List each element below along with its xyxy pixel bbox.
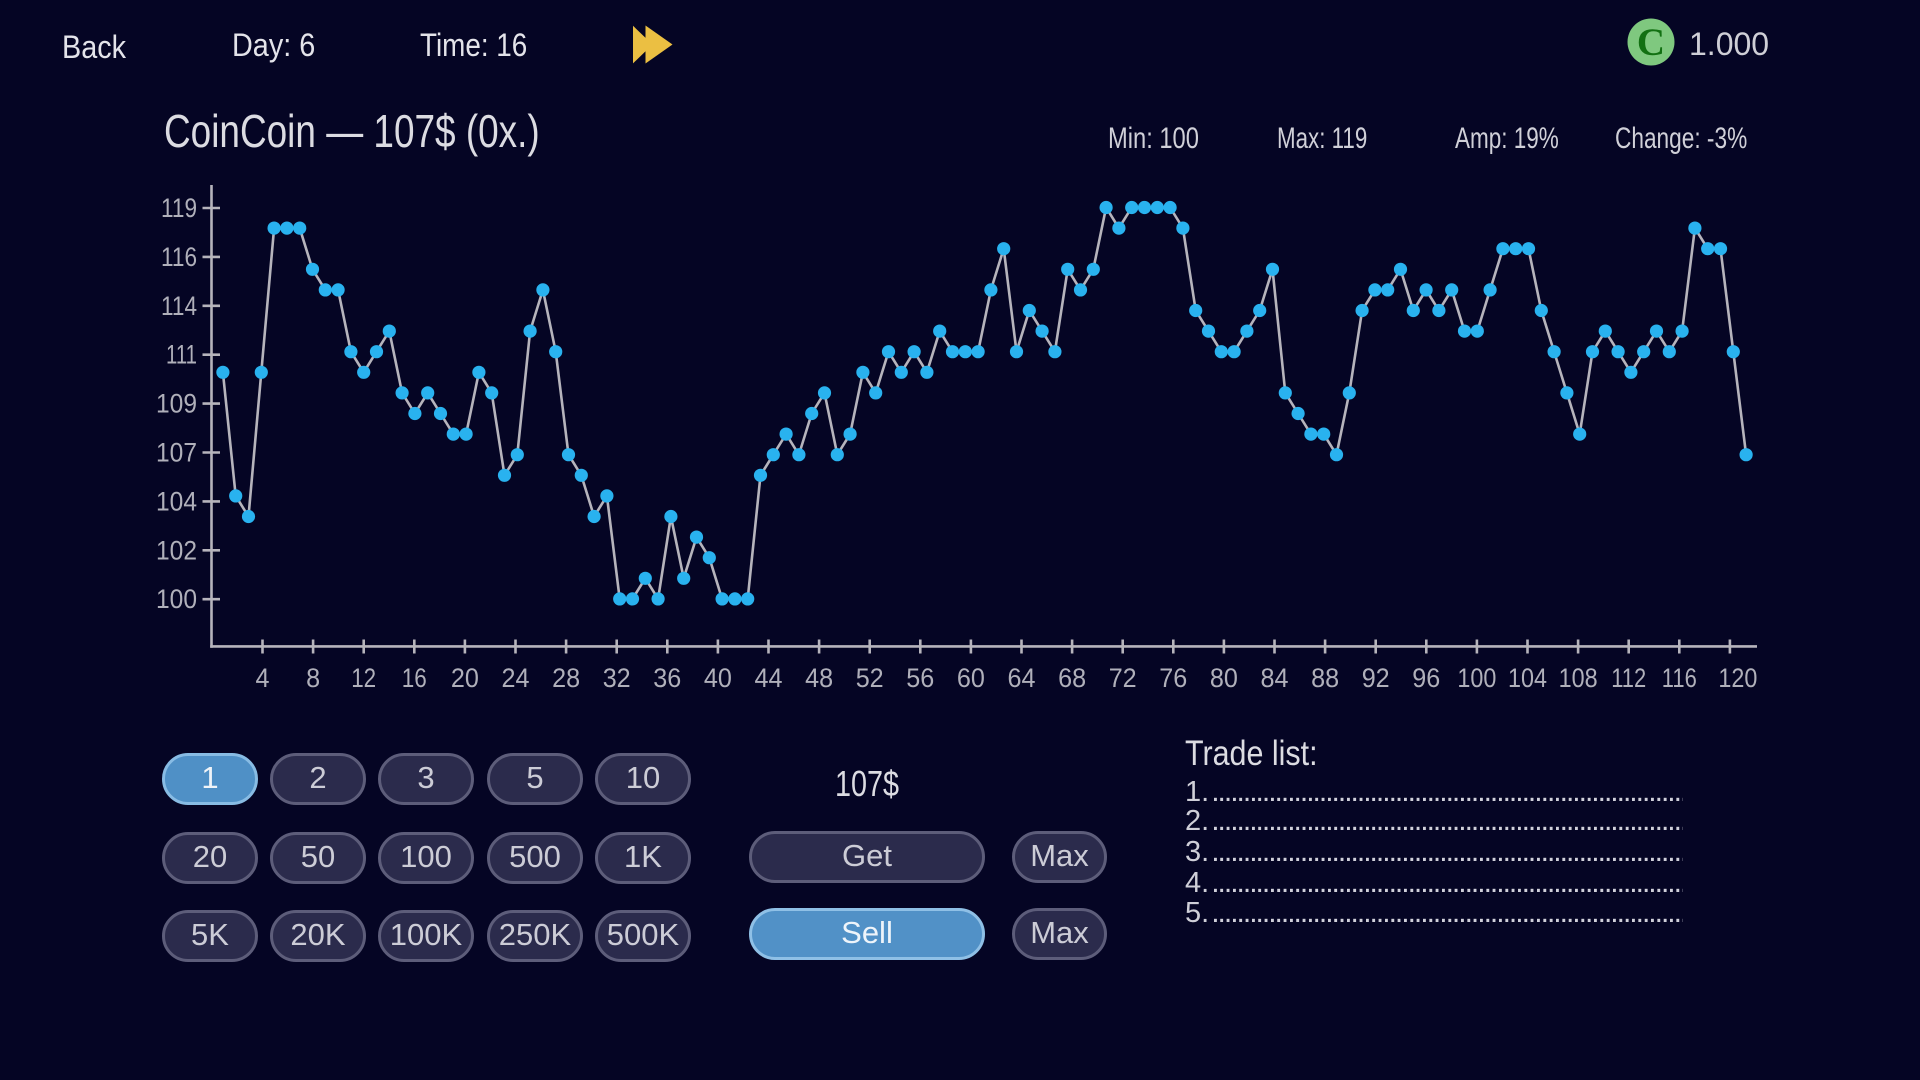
svg-text:80: 80 (1210, 663, 1238, 693)
svg-text:116: 116 (1662, 663, 1697, 693)
svg-text:112: 112 (1611, 663, 1646, 693)
svg-text:64: 64 (1008, 663, 1036, 693)
svg-text:40: 40 (704, 663, 732, 693)
svg-text:C: C (1637, 21, 1665, 64)
svg-text:36: 36 (653, 663, 681, 693)
svg-text:28: 28 (552, 663, 580, 693)
svg-text:92: 92 (1362, 663, 1390, 693)
svg-text:88: 88 (1311, 663, 1339, 693)
svg-text:100: 100 (1457, 663, 1496, 693)
svg-text:111: 111 (166, 340, 197, 370)
svg-text:107: 107 (156, 438, 197, 468)
svg-text:96: 96 (1412, 663, 1440, 693)
svg-text:84: 84 (1261, 663, 1289, 693)
svg-text:119: 119 (161, 193, 197, 223)
svg-text:109: 109 (156, 389, 197, 419)
svg-text:48: 48 (805, 663, 833, 693)
svg-text:68: 68 (1058, 663, 1086, 693)
svg-text:108: 108 (1559, 663, 1598, 693)
svg-text:8: 8 (306, 663, 320, 693)
svg-text:72: 72 (1109, 663, 1137, 693)
svg-text:104: 104 (1508, 663, 1547, 693)
svg-text:104: 104 (156, 486, 197, 516)
svg-text:52: 52 (856, 663, 884, 693)
svg-text:20: 20 (451, 663, 479, 693)
svg-text:116: 116 (161, 242, 197, 272)
svg-text:16: 16 (402, 663, 427, 693)
svg-text:12: 12 (351, 663, 376, 693)
svg-text:120: 120 (1718, 663, 1757, 693)
svg-text:56: 56 (906, 663, 934, 693)
svg-text:102: 102 (156, 535, 197, 565)
svg-text:100: 100 (156, 584, 197, 614)
svg-text:4: 4 (256, 663, 270, 693)
svg-text:44: 44 (755, 663, 783, 693)
svg-text:76: 76 (1159, 663, 1187, 693)
svg-text:60: 60 (957, 663, 985, 693)
svg-text:114: 114 (161, 291, 197, 321)
svg-text:32: 32 (603, 663, 631, 693)
svg-text:24: 24 (502, 663, 530, 693)
